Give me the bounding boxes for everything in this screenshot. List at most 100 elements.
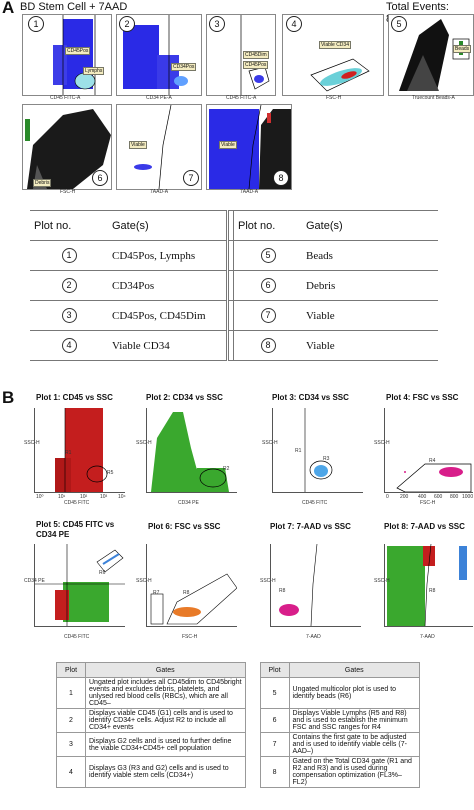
gate-cell: CD34Pos bbox=[108, 270, 228, 301]
y-axis-label: SSC-H bbox=[260, 578, 276, 584]
gate-description: Contains the first gate to be adjusted a… bbox=[288, 732, 421, 757]
plot-number: 6 bbox=[260, 278, 276, 293]
x-axis-label: FSC-H bbox=[182, 634, 198, 640]
column-gap bbox=[244, 662, 261, 678]
gate-cell: CD45Pos, CD45Dim bbox=[108, 300, 228, 331]
plot-number: 4 bbox=[56, 756, 86, 788]
panel-a-letter: A bbox=[2, 0, 15, 17]
gate-label: Debris bbox=[33, 179, 52, 187]
x-axis-label: 7-AAD bbox=[306, 634, 321, 640]
panel-a-plot-8: Viable bbox=[206, 104, 292, 190]
tick-label: 10³ bbox=[100, 494, 108, 500]
plot-b3-scatter bbox=[304, 408, 333, 492]
gate-cell: Viable bbox=[302, 300, 438, 331]
region-label: R1 bbox=[295, 448, 302, 454]
table-row: 4 Viable CD34 8 Viable bbox=[30, 330, 438, 361]
gate-label: CD45Dim bbox=[243, 51, 269, 59]
region-label: R4 bbox=[429, 458, 436, 464]
x-axis-label: CD45 FITC bbox=[302, 500, 328, 506]
y-axis-label: SSC-H bbox=[374, 440, 390, 446]
panel-b-plot-4: R4 bbox=[384, 408, 473, 493]
y-axis-label: SSC-H bbox=[136, 578, 152, 584]
plot-number: 7 bbox=[260, 308, 276, 323]
col-header: Plot bbox=[259, 662, 290, 678]
table-row: 3 Displays G2 cells and is used to furth… bbox=[56, 732, 421, 757]
plot-title: CD34 PE bbox=[36, 530, 70, 539]
col-header: Plot no. bbox=[233, 210, 302, 241]
plot-title: Plot 7: 7-AAD vs SSC bbox=[270, 522, 351, 531]
tick-label: 400 bbox=[418, 494, 427, 500]
gate-cell: Beads bbox=[302, 240, 438, 271]
plot-number: 2 bbox=[56, 708, 86, 733]
panel-a-plot-3: CD45Dim CD45Pos bbox=[206, 14, 276, 96]
gate-description: Displays Viable Lymphs (R5 and R8) and i… bbox=[288, 708, 421, 733]
region-label: R7 bbox=[153, 590, 160, 596]
plot-title: Plot 2: CD34 vs SSC bbox=[146, 393, 223, 402]
plot-number: 4 bbox=[61, 338, 77, 353]
panel-b-plot-1: R1 R5 bbox=[34, 408, 125, 493]
plot-title: Plot 8: 7-AAD vs SSC bbox=[384, 522, 465, 531]
gate-cell: Viable CD34 bbox=[108, 330, 228, 361]
plot-number-8: 8 bbox=[273, 170, 289, 186]
plot-b5-scatter bbox=[35, 544, 125, 626]
table-row: 1 CD45Pos, Lymphs 5 Beads bbox=[30, 240, 438, 271]
table-header-row: Plot Gates Plot Gates bbox=[56, 662, 421, 678]
column-gap bbox=[244, 756, 261, 788]
x-axis-label: Truecount Beads-A bbox=[412, 95, 455, 101]
y-axis-label: SSC-H bbox=[374, 578, 390, 584]
tick-label: 10² bbox=[80, 494, 88, 500]
table-row: 3 CD45Pos, CD45Dim 7 Viable bbox=[30, 300, 438, 331]
gate-description: Ungated multicolor plot is used to ident… bbox=[288, 677, 421, 709]
col-header: Plot no. bbox=[30, 210, 108, 241]
tick-label: 10¹ bbox=[58, 494, 66, 500]
gate-cell: CD45Pos, Lymphs bbox=[108, 240, 228, 271]
x-axis-label: CD45 FITC bbox=[64, 634, 90, 640]
plot-number: 3 bbox=[56, 732, 86, 757]
tick-label: 1000 bbox=[462, 494, 474, 500]
tick-label: 200 bbox=[400, 494, 409, 500]
gate-cell: Debris bbox=[302, 270, 438, 301]
plot-b8-scatter bbox=[387, 544, 467, 626]
gate-description: Displays viable CD45 (G1) cells and is u… bbox=[85, 708, 246, 733]
column-gap bbox=[244, 732, 261, 757]
gate-label: Viable bbox=[219, 141, 237, 149]
table-row: 4 Displays G3 (R3 and G2) cells and is u… bbox=[56, 756, 421, 788]
region-label: R6 bbox=[99, 570, 106, 576]
plot-number-6: 6 bbox=[92, 170, 108, 186]
plot-title: Plot 4: FSC vs SSC bbox=[386, 393, 459, 402]
y-axis-label: CD34 PE bbox=[24, 578, 45, 584]
x-axis-label: 7AAD-A bbox=[150, 189, 169, 195]
x-axis-label: 7-AAD bbox=[420, 634, 435, 640]
panel-a-plot-1: CD45Pos Lymphs bbox=[22, 14, 112, 96]
gate-label: Lymphs bbox=[83, 67, 105, 75]
tick-label: 600 bbox=[434, 494, 443, 500]
plot-title: Plot 6: FSC vs SSC bbox=[148, 522, 221, 531]
region-label: R8 bbox=[183, 590, 190, 596]
col-header: Gate(s) bbox=[302, 210, 438, 241]
tick-label: 10⁰ bbox=[36, 494, 44, 500]
panel-b-plot-5: R6 bbox=[34, 544, 125, 627]
table-row: 2 CD34Pos 6 Debris bbox=[30, 270, 438, 301]
x-axis-label: CD45 FITC-A bbox=[50, 95, 81, 101]
y-axis-label: SSC-H bbox=[262, 440, 278, 446]
plot-number-7: 7 bbox=[183, 170, 199, 186]
x-axis-label: 7AAD-A bbox=[240, 189, 259, 195]
plot-b1-scatter bbox=[55, 408, 108, 492]
gate-description: Ungated plot includes all CD45dim to CD4… bbox=[85, 677, 246, 709]
column-gap bbox=[244, 677, 261, 709]
gate-description: Displays G2 cells and is used to further… bbox=[85, 732, 246, 757]
table-row: 1 Ungated plot includes all CD45dim to C… bbox=[56, 677, 421, 709]
column-divider bbox=[226, 330, 234, 361]
region-label: R8 bbox=[279, 588, 286, 594]
tick-label: 800 bbox=[450, 494, 459, 500]
region-label: R3 bbox=[323, 456, 330, 462]
gate-label: Viable bbox=[129, 141, 147, 149]
plot-number: 5 bbox=[259, 677, 290, 709]
x-axis-label: FSC-H bbox=[326, 95, 342, 101]
plot-number: 5 bbox=[260, 248, 276, 263]
tick-label: 0 bbox=[386, 494, 389, 500]
plot-number-4: 4 bbox=[286, 16, 302, 32]
plot-title: Plot 1: CD45 vs SSC bbox=[36, 393, 113, 402]
plot-number: 1 bbox=[61, 248, 77, 263]
plot-title: Plot 5: CD45 FITC vs bbox=[36, 520, 115, 529]
